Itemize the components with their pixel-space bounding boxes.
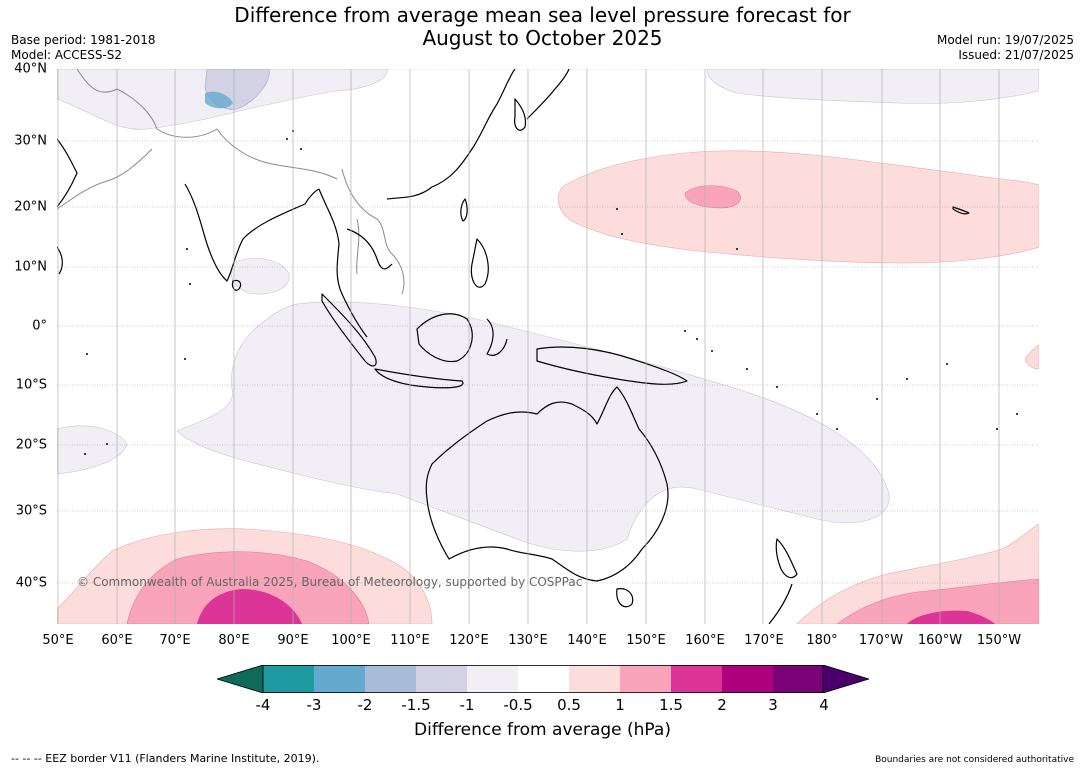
lat-tick-40n: 40°N bbox=[14, 61, 47, 77]
colorbar-label-1-5: 1.5 bbox=[659, 696, 683, 714]
colorbar-label-neg1: -1 bbox=[459, 696, 475, 714]
lat-tick-20n: 20°N bbox=[14, 199, 47, 215]
map-area bbox=[57, 69, 1039, 624]
lon-tick-110e: 110°E bbox=[390, 633, 430, 648]
map-svg bbox=[57, 69, 1039, 624]
lat-tick-30s: 30°S bbox=[15, 503, 47, 519]
colorbar-swatch-7 bbox=[569, 665, 620, 693]
lon-tick-120e: 120°E bbox=[449, 633, 489, 648]
lon-tick-140e: 140°E bbox=[567, 633, 607, 648]
anomaly-negative-northpacific bbox=[706, 69, 1039, 104]
colorbar-label-neg1-5: -1.5 bbox=[401, 696, 431, 714]
lon-tick-180: 180° bbox=[806, 633, 838, 648]
map-title-line2: August to October 2025 bbox=[422, 26, 663, 50]
colorbar-label-neg3: -3 bbox=[306, 696, 322, 714]
anomaly-tibet-blue bbox=[205, 91, 233, 109]
copyright-text: © Commonwealth of Australia 2025, Bureau… bbox=[77, 575, 583, 589]
colorbar-swatch-11 bbox=[773, 665, 823, 693]
colorbar-swatch-10 bbox=[722, 665, 773, 693]
anomaly-positive-southpacific-core bbox=[907, 610, 995, 624]
colorbar bbox=[215, 664, 871, 694]
graticule bbox=[57, 69, 1039, 584]
colorbar-label-0-5: 0.5 bbox=[557, 696, 581, 714]
lat-tick-30n: 30°N bbox=[14, 133, 47, 149]
colorbar-swatch-5 bbox=[467, 665, 518, 693]
colorbar-title: Difference from average (hPa) bbox=[414, 720, 671, 740]
map-title-line1: Difference from average mean sea level p… bbox=[234, 3, 851, 27]
colorbar-label-2: 2 bbox=[717, 696, 727, 714]
colorbar-label-3: 3 bbox=[768, 696, 778, 714]
model-run: Model run: 19/07/2025 bbox=[936, 33, 1074, 47]
map-title: Difference from average mean sea level p… bbox=[0, 4, 1085, 50]
eez-note: -- -- -- EEZ border V11 (Flanders Marine… bbox=[11, 752, 320, 765]
meridians bbox=[57, 69, 1000, 624]
lon-tick-80e: 80°E bbox=[218, 633, 250, 648]
lon-tick-100e: 100°E bbox=[331, 633, 371, 648]
lon-tick-130e: 130°E bbox=[508, 633, 548, 648]
lat-tick-10s: 10°S bbox=[15, 377, 47, 393]
boundaries-note: Boundaries are not considered authoritat… bbox=[875, 755, 1074, 765]
lon-tick-90e: 90°E bbox=[277, 633, 309, 648]
lon-tick-70e: 70°E bbox=[159, 633, 191, 648]
lon-tick-60e: 60°E bbox=[101, 633, 133, 648]
country-borders bbox=[57, 69, 405, 295]
pacific-islands bbox=[84, 130, 1018, 455]
colorbar-swatch-9 bbox=[671, 665, 722, 693]
anomaly-positive-northpacific bbox=[557, 150, 1039, 264]
lon-tick-150w: 150°W bbox=[976, 633, 1022, 648]
lat-tick-40s: 40°S bbox=[15, 575, 47, 591]
anomaly-positive-southindian-core bbox=[197, 589, 302, 624]
colorbar-label-neg0-5: -0.5 bbox=[503, 696, 533, 714]
lon-tick-50e: 50°E bbox=[42, 633, 74, 648]
lon-tick-170w: 170°W bbox=[858, 633, 904, 648]
lon-tick-150e: 150°E bbox=[626, 633, 666, 648]
colorbar-label-neg4: -4 bbox=[255, 696, 271, 714]
colorbar-label-neg2: -2 bbox=[357, 696, 373, 714]
colorbar-swatch-over bbox=[822, 664, 871, 694]
colorbar-swatch-6 bbox=[518, 665, 569, 693]
colorbar-frame bbox=[262, 665, 824, 694]
meta-right: Model run: 19/07/2025 Issued: 21/07/2025 bbox=[937, 33, 1074, 63]
lon-tick-160e: 160°E bbox=[685, 633, 725, 648]
anomaly-positive-southpacific-mid bbox=[836, 578, 1039, 624]
model-name: Model: ACCESS-S2 bbox=[11, 48, 123, 62]
colorbar-swatch-3 bbox=[365, 665, 416, 693]
colorbar-svg bbox=[215, 664, 871, 694]
lon-tick-160w: 160°W bbox=[917, 633, 963, 648]
lat-tick-0: 0° bbox=[32, 318, 47, 334]
lat-tick-10n: 10°N bbox=[14, 259, 47, 275]
anomaly-positive-northpacific-core bbox=[684, 185, 741, 209]
colorbar-swatch-1 bbox=[263, 665, 314, 693]
colorbar-swatch-4 bbox=[416, 665, 467, 693]
anomaly-negative-southern bbox=[57, 301, 890, 552]
colorbar-swatch-8 bbox=[620, 665, 671, 693]
lat-tick-20s: 20°S bbox=[15, 437, 47, 453]
colorbar-label-4: 4 bbox=[819, 696, 829, 714]
meta-left: Base period: 1981-2018 Model: ACCESS-S2 bbox=[11, 33, 156, 63]
anomaly-positive-southindian-mid bbox=[126, 551, 370, 624]
colorbar-label-1: 1 bbox=[615, 696, 625, 714]
colorbar-swatch-under bbox=[215, 664, 264, 694]
anomaly-positive-eastpacific-edge bbox=[1024, 344, 1039, 370]
issued-date: Issued: 21/07/2025 bbox=[958, 48, 1074, 62]
base-period: Base period: 1981-2018 bbox=[11, 33, 156, 47]
colorbar-swatch-2 bbox=[314, 665, 365, 693]
lon-tick-170e: 170°E bbox=[744, 633, 784, 648]
